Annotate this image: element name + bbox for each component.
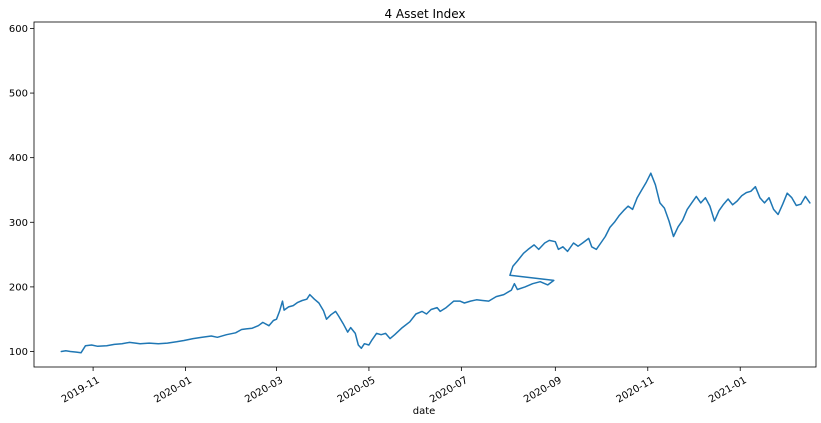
x-tick-label: 2020-01: [152, 375, 194, 405]
x-tick-label: 2019-11: [60, 375, 102, 405]
x-axis-title: date: [413, 406, 436, 417]
plot-frame: [33, 21, 817, 368]
series-line-4-asset-index: [60, 172, 811, 354]
y-tick-label: 300: [9, 218, 28, 229]
y-axis: 100 200 300 400 500 600: [9, 24, 34, 358]
x-tick-label: 2020-03: [243, 375, 285, 405]
x-tick-label: 2021-01: [707, 375, 749, 405]
x-tick-label: 2020-09: [522, 375, 564, 405]
x-tick-label: 2020-11: [615, 375, 657, 405]
y-tick-label: 400: [9, 153, 28, 164]
y-tick-label: 500: [9, 89, 28, 100]
chart-title: 4 Asset Index: [384, 7, 465, 21]
x-axis: 2019-11 2020-01 2020-03 2020-05 2020-07 2020-…: [60, 367, 749, 405]
x-tick-label: 2020-05: [336, 375, 378, 405]
plot-area: [33, 21, 817, 368]
x-tick-label: 2020-07: [428, 375, 470, 405]
y-tick-label: 200: [9, 282, 28, 293]
y-tick-label: 100: [9, 347, 28, 358]
y-tick-label: 600: [9, 24, 28, 35]
